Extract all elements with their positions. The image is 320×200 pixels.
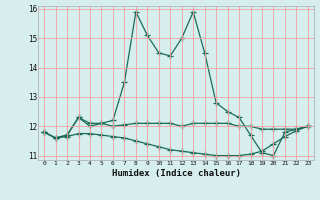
X-axis label: Humidex (Indice chaleur): Humidex (Indice chaleur): [111, 169, 241, 178]
